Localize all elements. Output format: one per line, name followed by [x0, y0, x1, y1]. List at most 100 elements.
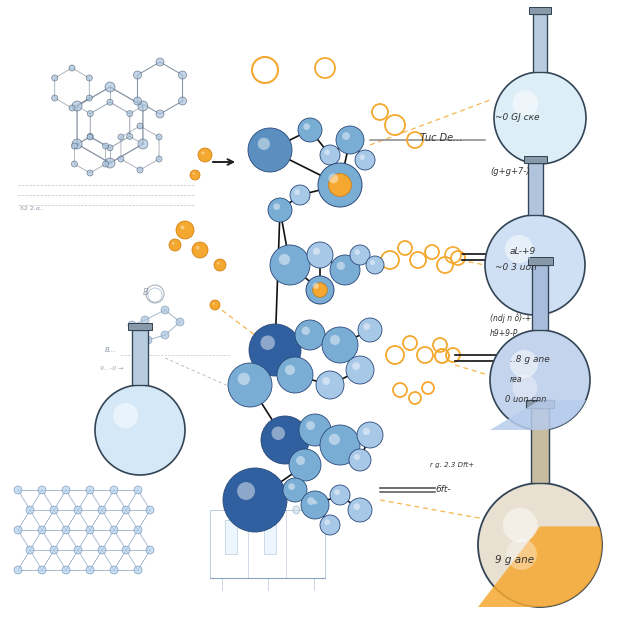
- Ellipse shape: [293, 506, 300, 514]
- Text: 0 uon cnn: 0 uon cnn: [505, 396, 546, 404]
- Circle shape: [122, 546, 130, 554]
- Circle shape: [110, 526, 118, 534]
- Circle shape: [353, 503, 360, 510]
- Circle shape: [169, 239, 181, 251]
- Circle shape: [214, 259, 226, 271]
- Circle shape: [366, 256, 384, 274]
- Bar: [528, 163, 543, 215]
- Circle shape: [210, 300, 220, 310]
- Circle shape: [322, 327, 358, 363]
- Circle shape: [193, 173, 195, 175]
- Circle shape: [87, 170, 93, 176]
- Circle shape: [128, 321, 136, 329]
- Circle shape: [86, 526, 94, 534]
- Circle shape: [510, 350, 538, 378]
- Circle shape: [513, 90, 538, 116]
- Circle shape: [138, 139, 148, 149]
- Circle shape: [133, 71, 141, 79]
- Circle shape: [358, 318, 382, 342]
- Circle shape: [161, 306, 169, 314]
- Circle shape: [313, 283, 319, 289]
- Circle shape: [330, 255, 360, 285]
- Bar: [528, 257, 553, 265]
- Circle shape: [86, 75, 92, 81]
- Circle shape: [490, 330, 590, 430]
- Circle shape: [141, 316, 149, 324]
- Circle shape: [357, 422, 383, 448]
- Circle shape: [107, 99, 113, 105]
- Circle shape: [362, 428, 370, 435]
- Circle shape: [156, 134, 162, 140]
- Text: h9+9-P: h9+9-P: [490, 329, 518, 337]
- Circle shape: [103, 143, 108, 149]
- Text: B: B: [143, 288, 149, 297]
- Circle shape: [146, 546, 154, 554]
- Circle shape: [274, 203, 280, 210]
- Circle shape: [272, 426, 285, 440]
- Circle shape: [62, 486, 70, 494]
- Circle shape: [303, 123, 310, 130]
- Polygon shape: [478, 526, 602, 607]
- Circle shape: [69, 105, 75, 111]
- Bar: [225, 520, 237, 554]
- Circle shape: [330, 485, 350, 505]
- Circle shape: [126, 111, 133, 116]
- Circle shape: [334, 490, 340, 495]
- Circle shape: [202, 151, 205, 155]
- Circle shape: [354, 454, 360, 460]
- Circle shape: [156, 156, 162, 162]
- Circle shape: [26, 506, 34, 514]
- Circle shape: [295, 320, 325, 350]
- Circle shape: [134, 486, 142, 494]
- Circle shape: [330, 335, 340, 345]
- Circle shape: [294, 190, 300, 195]
- Circle shape: [71, 161, 78, 167]
- Circle shape: [110, 486, 118, 494]
- Circle shape: [98, 506, 106, 514]
- Circle shape: [103, 161, 108, 167]
- Circle shape: [505, 235, 533, 263]
- Circle shape: [86, 566, 94, 574]
- Circle shape: [156, 58, 164, 66]
- Circle shape: [302, 327, 310, 335]
- Circle shape: [329, 173, 338, 183]
- Circle shape: [14, 526, 22, 534]
- Circle shape: [192, 242, 208, 258]
- Circle shape: [38, 526, 46, 534]
- Bar: [128, 323, 152, 330]
- Circle shape: [38, 486, 46, 494]
- Circle shape: [14, 486, 22, 494]
- Circle shape: [118, 156, 124, 162]
- Circle shape: [324, 520, 330, 525]
- Circle shape: [249, 324, 301, 376]
- Circle shape: [298, 118, 322, 142]
- Circle shape: [290, 185, 310, 205]
- Circle shape: [258, 138, 270, 150]
- Circle shape: [180, 225, 185, 230]
- Circle shape: [137, 123, 143, 129]
- Circle shape: [248, 128, 292, 172]
- Circle shape: [348, 498, 372, 522]
- Circle shape: [349, 449, 371, 471]
- Circle shape: [146, 506, 154, 514]
- Circle shape: [342, 132, 350, 140]
- Circle shape: [237, 482, 255, 500]
- Text: аL-+9: аL-+9: [510, 247, 536, 257]
- Circle shape: [126, 133, 133, 140]
- Circle shape: [26, 546, 34, 554]
- Circle shape: [69, 65, 75, 71]
- Circle shape: [289, 483, 295, 490]
- Circle shape: [320, 145, 340, 165]
- Circle shape: [313, 283, 327, 297]
- Circle shape: [176, 221, 194, 239]
- Circle shape: [329, 434, 340, 445]
- Circle shape: [134, 566, 142, 574]
- Circle shape: [52, 95, 58, 101]
- Circle shape: [50, 506, 58, 514]
- Circle shape: [346, 356, 374, 384]
- Circle shape: [62, 526, 70, 534]
- Text: ..8 g ane: ..8 g ane: [510, 356, 550, 364]
- Circle shape: [316, 371, 344, 399]
- Circle shape: [268, 198, 292, 222]
- Circle shape: [87, 111, 93, 116]
